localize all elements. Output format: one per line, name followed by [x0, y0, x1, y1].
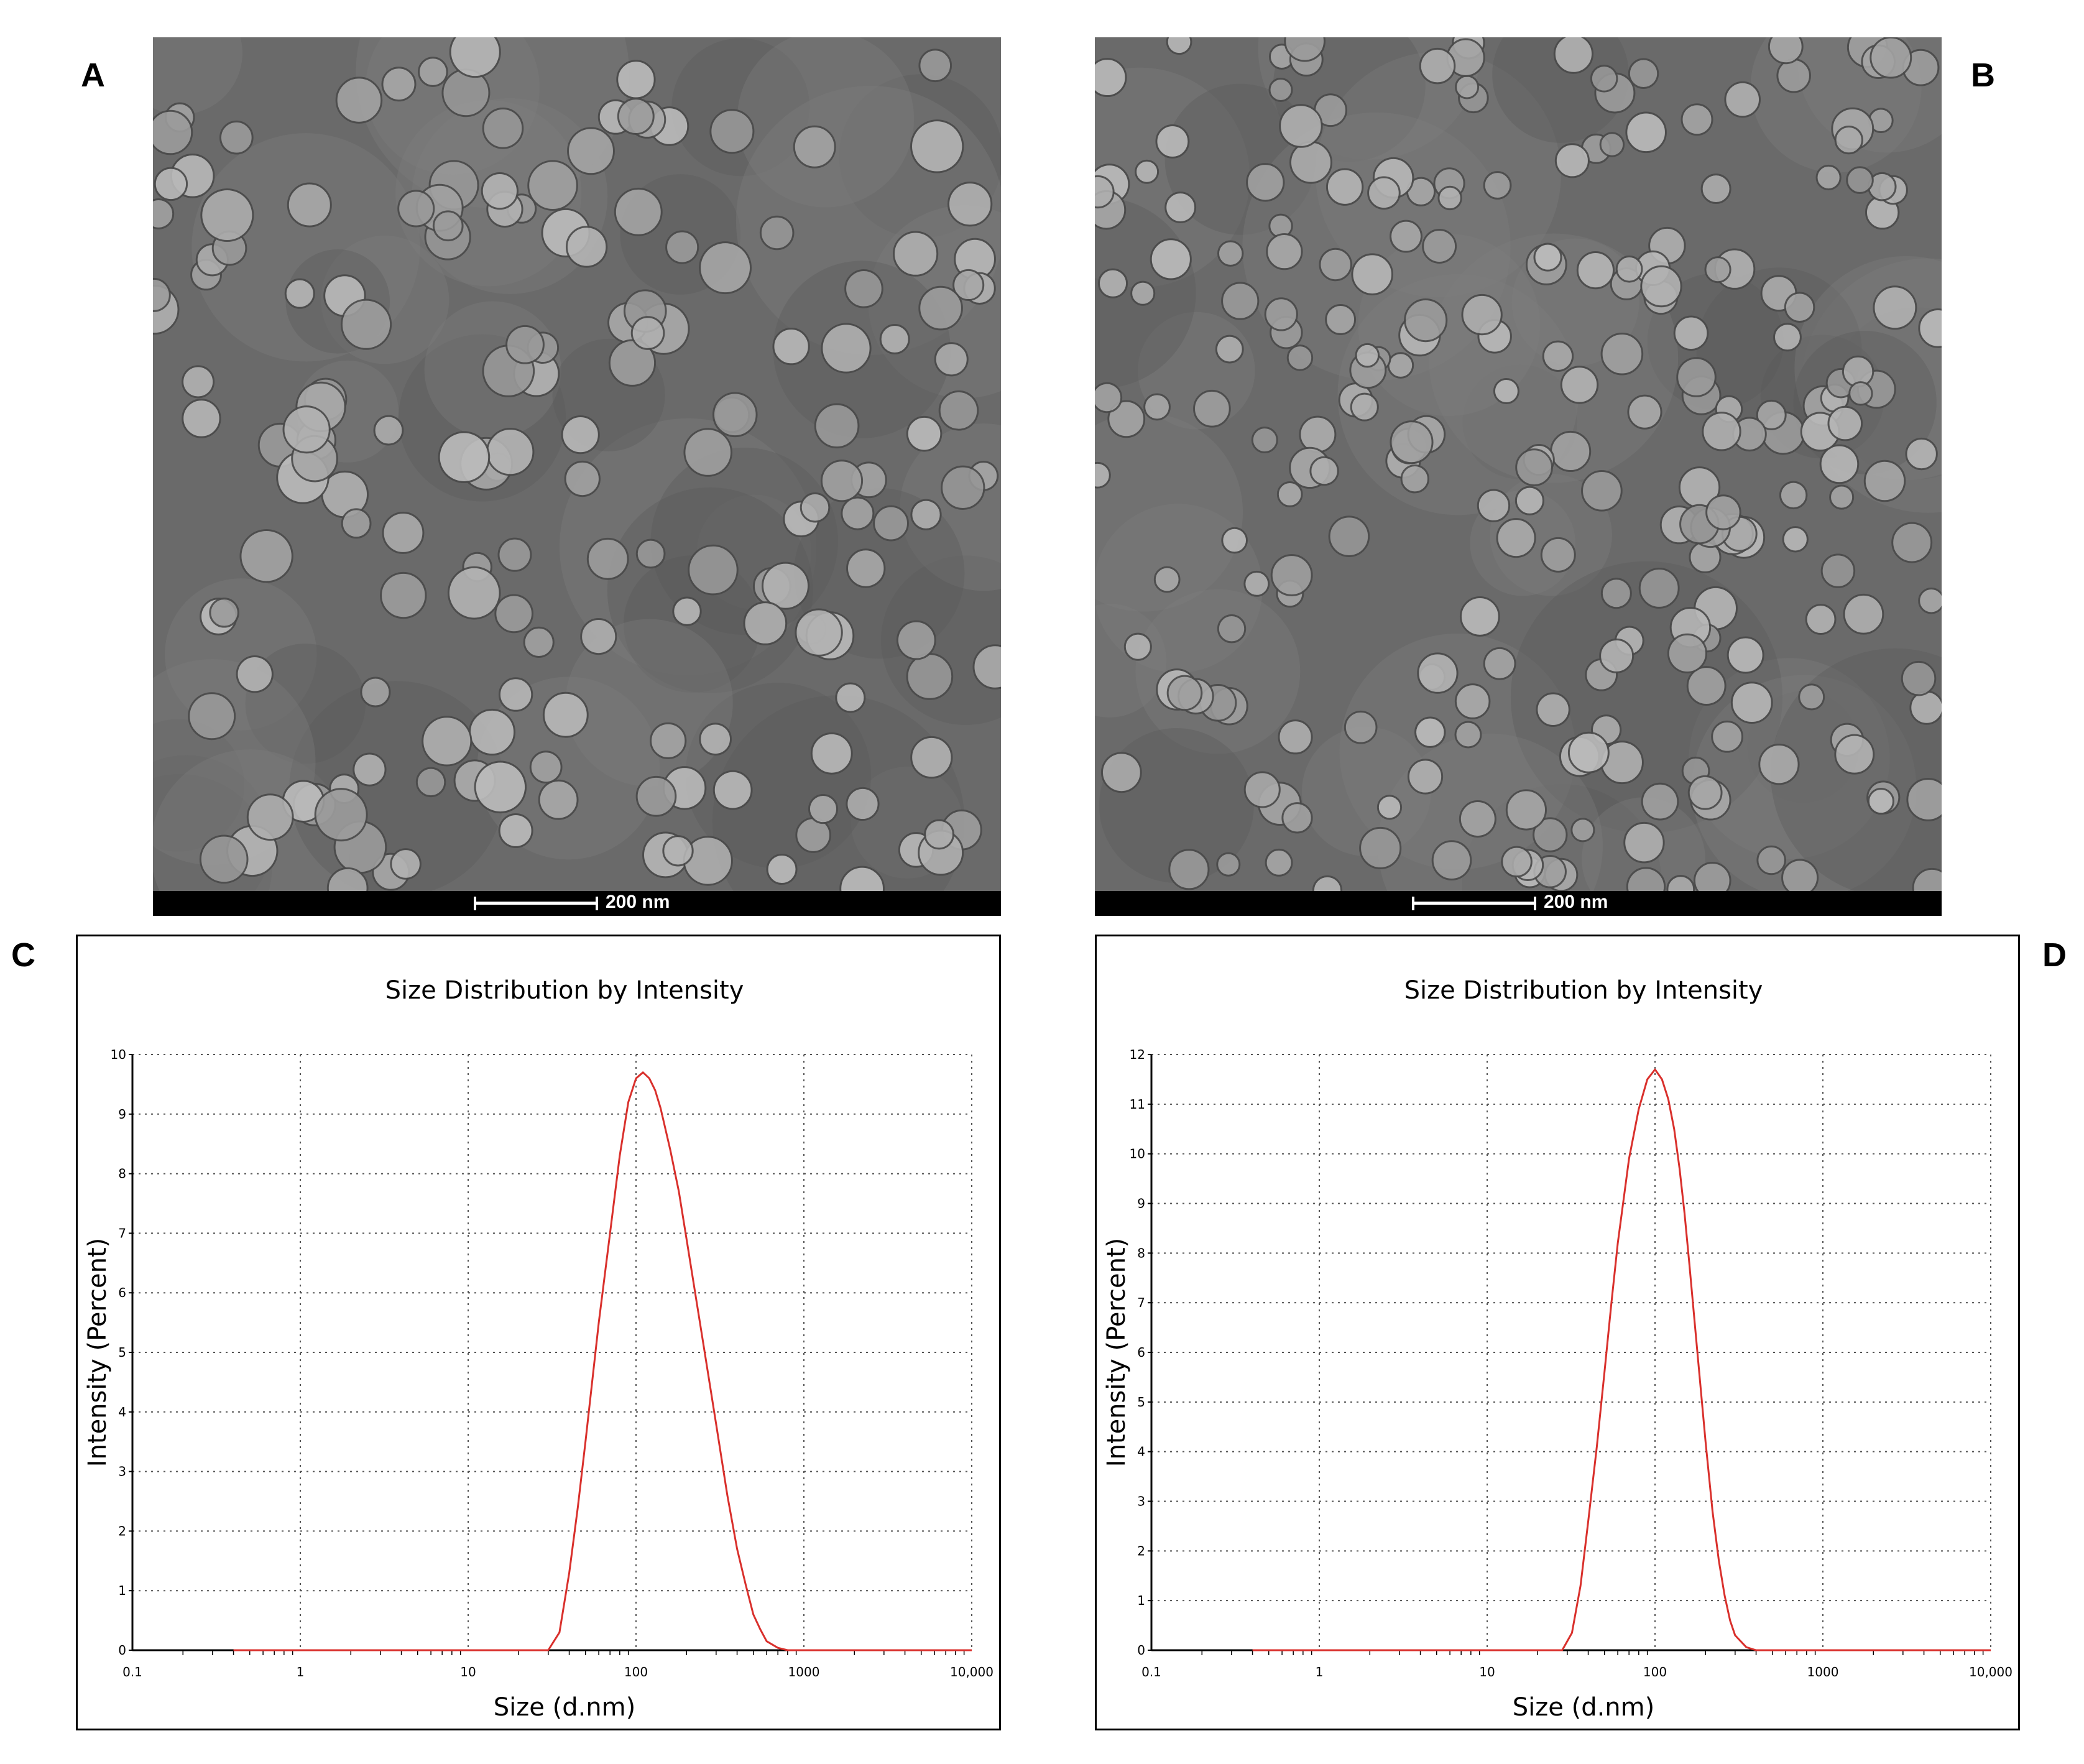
chart-c-x-label: Size (d.nm) — [494, 1693, 635, 1722]
chart-c-y-tick-7: 7 — [118, 1226, 126, 1240]
chart-d-series-0-line — [1252, 1068, 1991, 1651]
chart-d-y-tick-10: 10 — [1130, 1147, 1145, 1161]
chart-c-x-tick-0: 0.1 — [122, 1665, 142, 1679]
chart-d-x-tick-3: 100 — [1643, 1665, 1667, 1679]
chart-d-y-tick-3: 3 — [1137, 1494, 1145, 1509]
tem-image-b: 200 nm — [1095, 37, 1942, 916]
panel-label-c: C — [11, 936, 35, 974]
chart-d-y-tick-12: 12 — [1130, 1047, 1145, 1062]
chart-c-y-tick-0: 0 — [118, 1643, 126, 1658]
chart-d-y-tick-6: 6 — [1137, 1345, 1145, 1360]
chart-d-title: Size Distribution by Intensity — [1404, 976, 1763, 1005]
scale-tick-right-b — [1534, 897, 1536, 910]
chart-c-y-tick-5: 5 — [118, 1345, 126, 1360]
chart-d-y-tick-7: 7 — [1137, 1295, 1145, 1310]
chart-c-y-tick-3: 3 — [118, 1464, 126, 1479]
chart-d-x-tick-4: 1000 — [1807, 1665, 1839, 1679]
dls-chart-c: Size Distribution by Intensity 0 1 2 3 4 5 6 7 8 9… — [76, 935, 1001, 1730]
chart-d-y-label: Intensity (Percent) — [1102, 1238, 1131, 1467]
tem-image-a: 200 nm — [153, 37, 1001, 916]
scale-bar-b: 200 nm — [1095, 891, 1942, 916]
tem-particles-b — [1095, 37, 1942, 891]
chart-c-y-tick-6: 6 — [118, 1285, 126, 1300]
chart-d-y-tick-5: 5 — [1137, 1395, 1145, 1410]
chart-d-y-tick-8: 8 — [1137, 1245, 1145, 1260]
chart-d-x-tick-2: 10 — [1479, 1665, 1495, 1679]
scale-line-a — [474, 902, 598, 905]
chart-d-y-tick-4: 4 — [1137, 1444, 1145, 1459]
chart-d-y-tick-0: 0 — [1137, 1643, 1145, 1658]
chart-c-y-tick-8: 8 — [118, 1166, 126, 1181]
chart-c-x-tick-4: 1000 — [788, 1665, 820, 1679]
chart-c-y-tick-9: 9 — [118, 1107, 126, 1122]
chart-c-title: Size Distribution by Intensity — [385, 976, 744, 1005]
chart-d-svg: Size Distribution by Intensity0123456789… — [1102, 976, 2013, 1722]
chart-c-y-tick-1: 1 — [118, 1583, 126, 1598]
chart-d-x-tick-1: 1 — [1316, 1665, 1324, 1679]
chart-c-svg: Size Distribution by Intensity 0 1 2 3 4 5 6 7 8 9… — [83, 976, 994, 1722]
chart-d-x-tick-5: 10,000 — [1969, 1665, 2013, 1679]
scale-label-b: 200 nm — [1544, 892, 1608, 912]
chart-c-x-tick-5: 10,000 — [950, 1665, 994, 1679]
chart-c-y-tick-10: 10 — [111, 1047, 126, 1062]
chart-c-y-tick-4: 4 — [118, 1405, 126, 1420]
chart-d-y-tick-9: 9 — [1137, 1196, 1145, 1211]
chart-d-y-tick-2: 2 — [1137, 1543, 1145, 1558]
chart-c-x-tick-3: 100 — [624, 1665, 648, 1679]
chart-c-y-tick-2: 2 — [118, 1523, 126, 1538]
dls-chart-d: Size Distribution by Intensity 0 1 2 3 4 5 6 7 8 9… — [1095, 935, 2020, 1730]
chart-c-series-0-line — [233, 1071, 972, 1651]
tem-particles-a — [153, 37, 1001, 891]
panel-label-d: D — [2042, 936, 2067, 974]
chart-d-x-tick-0: 0.1 — [1141, 1665, 1161, 1679]
chart-d-x-label: Size (d.nm) — [1513, 1693, 1654, 1722]
chart-c-x-tick-1: 1 — [297, 1665, 305, 1679]
panel-label-a: A — [81, 57, 105, 94]
scale-label-a: 200 nm — [606, 892, 670, 912]
scale-line-b — [1412, 902, 1536, 905]
scale-tick-right-a — [596, 897, 598, 910]
chart-d-y-tick-1: 1 — [1137, 1593, 1145, 1608]
chart-c-x-tick-2: 10 — [460, 1665, 476, 1679]
panel-label-b: B — [1971, 57, 1995, 94]
chart-c-y-label: Intensity (Percent) — [83, 1238, 112, 1467]
chart-d-y-tick-11: 11 — [1130, 1097, 1145, 1112]
scale-bar-a: 200 nm — [153, 891, 1001, 916]
